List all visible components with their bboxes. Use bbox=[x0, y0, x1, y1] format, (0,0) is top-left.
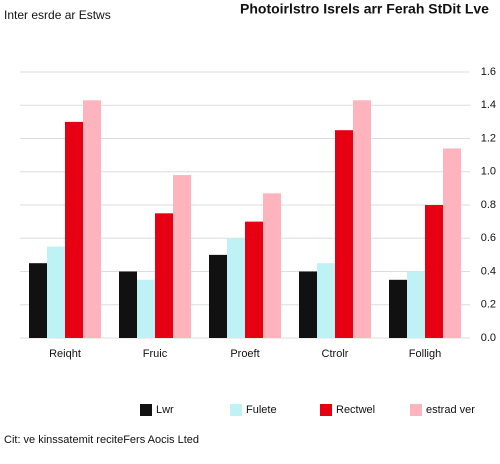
bar bbox=[173, 175, 191, 338]
legend-swatch bbox=[410, 404, 422, 416]
bar bbox=[407, 271, 425, 338]
legend-swatch bbox=[140, 404, 152, 416]
legend-label: Rectwel bbox=[336, 404, 375, 416]
y-tick-label: 0.4 bbox=[481, 265, 496, 277]
bar bbox=[47, 246, 65, 338]
chart-subtitle: Inter esrde ar Estws bbox=[4, 8, 111, 22]
x-tick-label: Ctrolr bbox=[322, 348, 349, 360]
bar bbox=[245, 221, 263, 338]
bar bbox=[65, 121, 83, 338]
y-tick-label: 0.6 bbox=[481, 232, 496, 244]
legend-label: estrad ver bbox=[426, 404, 475, 416]
x-tick-label: Proeft bbox=[230, 348, 259, 360]
y-tick-label: 1.0 bbox=[481, 166, 496, 178]
bar bbox=[317, 263, 335, 338]
y-tick-label: 0.2 bbox=[481, 299, 496, 311]
y-tick-label: 0.8 bbox=[481, 199, 496, 211]
y-tick-label: 1.2 bbox=[481, 132, 496, 144]
bar bbox=[209, 254, 227, 338]
x-tick-label: Folligh bbox=[409, 348, 441, 360]
source: Cit: ve kinssatemit reciteFers Aocis Lte… bbox=[4, 434, 199, 446]
y-tick-label: 1.4 bbox=[481, 99, 496, 111]
chart-title: Photoirlstro Isrels arr Ferah StDit Lve bbox=[240, 1, 489, 17]
bar bbox=[263, 193, 281, 338]
bar bbox=[83, 100, 101, 338]
bar bbox=[425, 205, 443, 338]
x-tick-label: Reiqht bbox=[49, 348, 81, 360]
legend-swatch bbox=[320, 404, 332, 416]
bar bbox=[299, 271, 317, 338]
bar bbox=[29, 263, 47, 338]
bar bbox=[119, 271, 137, 338]
legend-label: Fulete bbox=[246, 404, 277, 416]
bar bbox=[335, 130, 353, 338]
bar bbox=[155, 213, 173, 338]
legend-swatch bbox=[230, 404, 242, 416]
bar bbox=[443, 148, 461, 338]
x-tick-label: Fruic bbox=[143, 348, 168, 360]
bar bbox=[353, 100, 371, 338]
bar bbox=[137, 279, 155, 338]
y-tick-label: 0.0 bbox=[481, 332, 496, 344]
bar bbox=[227, 238, 245, 338]
bar bbox=[389, 279, 407, 338]
legend-label: Lwr bbox=[156, 404, 174, 416]
y-tick-label: 1.6 bbox=[481, 66, 496, 78]
